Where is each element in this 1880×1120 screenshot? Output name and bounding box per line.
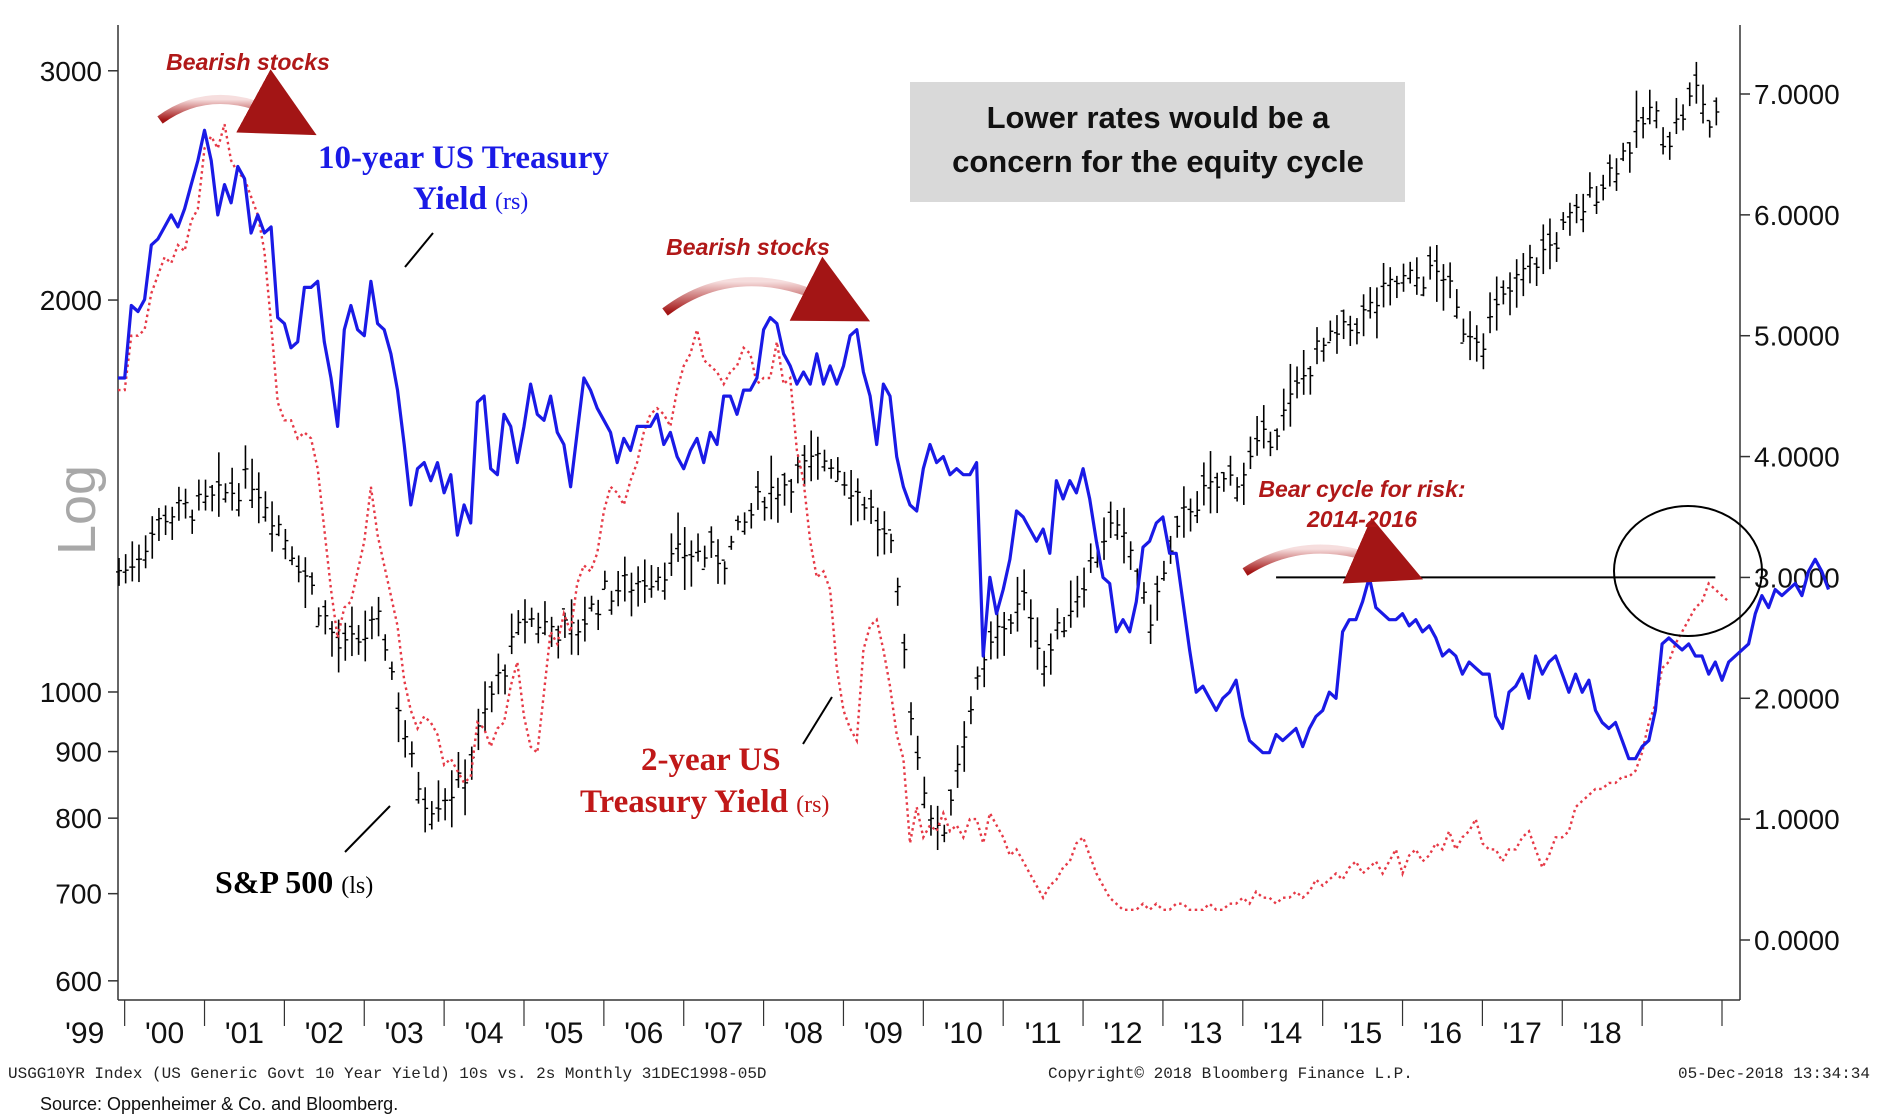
x-tick-label: '15 bbox=[1343, 1017, 1382, 1050]
left-tick-label: 700 bbox=[55, 879, 102, 910]
x-tick-label: '16 bbox=[1423, 1017, 1462, 1050]
right-tick-label: 0.0000 bbox=[1754, 925, 1840, 956]
right-tick-label: 2.0000 bbox=[1754, 683, 1840, 714]
two-year-yield-line bbox=[118, 123, 1730, 912]
right-tick-label: 6.0000 bbox=[1754, 200, 1840, 231]
bearish-annotation-2: Bearish stocks bbox=[666, 234, 830, 260]
ten-year-pointer bbox=[404, 232, 434, 268]
right-tick-label: 4.0000 bbox=[1754, 442, 1840, 473]
left-tick-label: 800 bbox=[55, 803, 102, 834]
x-tick-label: '04 bbox=[465, 1017, 504, 1050]
right-axis-ticks: 7.00006.00005.00004.00003.00002.00001.00… bbox=[1740, 79, 1840, 956]
bear-cycle-annotation-1: Bear cycle for risk: bbox=[1258, 476, 1465, 502]
left-tick-label: 600 bbox=[55, 966, 102, 997]
footer-timestamp: 05-Dec-2018 13:34:34 bbox=[1678, 1065, 1870, 1083]
left-tick-label: 2000 bbox=[40, 285, 102, 316]
right-tick-label: 7.0000 bbox=[1754, 79, 1840, 110]
callout-line-1: Lower rates would be a bbox=[987, 100, 1331, 135]
x-tick-label: '17 bbox=[1503, 1017, 1542, 1050]
bearish-arrow-2 bbox=[662, 256, 871, 322]
left-tick-label: 3000 bbox=[40, 56, 102, 87]
x-tick-label: '08 bbox=[784, 1017, 823, 1050]
left-axis-ticks: 600 700 800 900 1000 2000 3000 bbox=[40, 56, 118, 997]
two-year-label: 2-year US bbox=[641, 742, 781, 778]
x-axis-ticks: '99 '00 '01 '02 '03 '04 '05 '06 '07 '08 '09 '10 '11 '… bbox=[65, 1000, 1723, 1050]
x-tick-label: '18 bbox=[1583, 1017, 1622, 1050]
x-tick-label: '14 bbox=[1263, 1017, 1302, 1050]
source-note: Source: Oppenheimer & Co. and Bloomberg. bbox=[40, 1094, 398, 1114]
two-year-label-line2: Treasury Yield (rs) bbox=[580, 784, 829, 820]
spx-label: S&P 500 (ls) bbox=[215, 864, 373, 900]
bearish-annotation-1: Bearish stocks bbox=[166, 49, 330, 75]
x-tick-label: '13 bbox=[1183, 1017, 1222, 1050]
x-tick-label: '12 bbox=[1103, 1017, 1142, 1050]
x-tick-label: '01 bbox=[225, 1017, 264, 1050]
spx-series bbox=[116, 61, 1720, 851]
callout-line-2: concern for the equity cycle bbox=[952, 144, 1364, 179]
x-tick-label: '00 bbox=[145, 1017, 184, 1050]
right-tick-label: 5.0000 bbox=[1754, 321, 1840, 352]
x-tick-label: '02 bbox=[305, 1017, 344, 1050]
bearish-arrow-1 bbox=[157, 69, 317, 136]
bear-cycle-arrow bbox=[1242, 517, 1423, 584]
spx-pointer bbox=[344, 805, 391, 853]
x-tick-label: '05 bbox=[544, 1017, 583, 1050]
right-tick-label: 1.0000 bbox=[1754, 804, 1840, 835]
left-tick-label: 1000 bbox=[40, 677, 102, 708]
x-tick-label: '99 bbox=[65, 1017, 104, 1050]
callout-box bbox=[910, 82, 1405, 202]
bear-cycle-annotation-2: 2014-2016 bbox=[1306, 506, 1417, 532]
two-year-pointer bbox=[802, 696, 833, 745]
ten-year-label: 10-year US Treasury bbox=[318, 140, 609, 176]
ten-year-yield-line bbox=[118, 128, 1831, 761]
x-tick-label: '09 bbox=[864, 1017, 903, 1050]
recent-highlight-circle bbox=[1613, 505, 1763, 637]
x-tick-label: '06 bbox=[624, 1017, 663, 1050]
log-scale-label: Log bbox=[47, 465, 107, 555]
x-tick-label: '03 bbox=[385, 1017, 424, 1050]
x-tick-label: '11 bbox=[1025, 1017, 1062, 1050]
footer-copyright: Copyright© 2018 Bloomberg Finance L.P. bbox=[1048, 1065, 1413, 1083]
x-tick-label: '07 bbox=[704, 1017, 743, 1050]
footer-index-note: USGG10YR Index (US Generic Govt 10 Year … bbox=[8, 1065, 767, 1083]
left-tick-label: 900 bbox=[55, 737, 102, 768]
ten-year-label-line2: Yield (rs) bbox=[413, 181, 528, 217]
x-tick-label: '10 bbox=[944, 1017, 983, 1050]
